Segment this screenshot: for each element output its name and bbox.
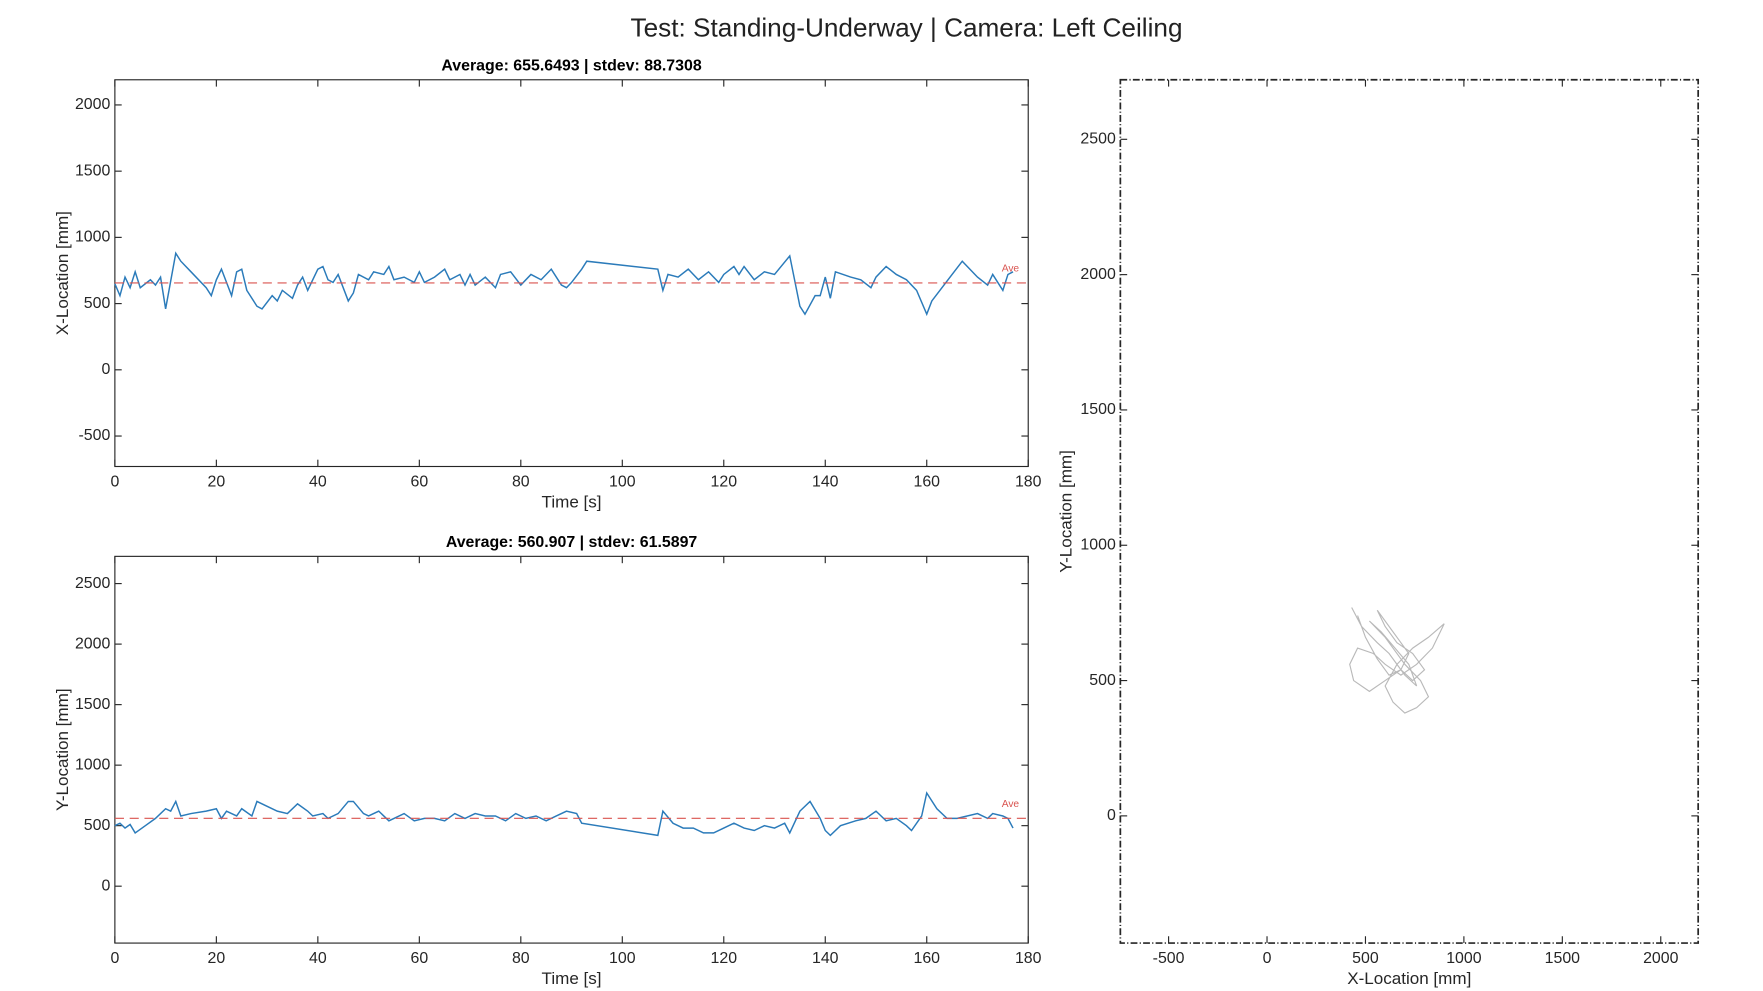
y-tick-label: 2500: [75, 575, 111, 592]
y-tick-label: 1000: [75, 229, 111, 246]
plot-area: [114, 79, 1029, 468]
x-tick-label: 80: [512, 950, 530, 967]
y-tick-label: 2500: [1080, 131, 1116, 148]
x-tick-label: 140: [812, 950, 839, 967]
x-tick-label: 20: [208, 474, 226, 491]
x-tick-label: 1000: [1446, 950, 1482, 967]
average-label: Ave: [1002, 799, 1020, 810]
y-tick-label: -500: [78, 427, 110, 444]
y-tick-label: 500: [84, 817, 111, 834]
x-tick-label: 60: [410, 474, 428, 491]
x-tick-label: 1500: [1545, 950, 1581, 967]
x-tick-label: 0: [110, 950, 119, 967]
x-tick-label: 160: [913, 950, 940, 967]
y-tick-label: 0: [101, 877, 110, 894]
y-axis-label: Y-Location [mm]: [1056, 450, 1075, 573]
x-tick-label: -500: [1153, 950, 1185, 967]
x-tick-label: 40: [309, 474, 327, 491]
plot-area: [1119, 78, 1700, 944]
y-tick-label: 500: [1089, 672, 1116, 689]
y-tick-label: 1000: [75, 756, 111, 773]
y-tick-label: 1000: [1080, 536, 1116, 553]
y-tick-label: 500: [84, 295, 111, 312]
plot-area: [114, 555, 1029, 944]
x-tick-label: 120: [711, 474, 738, 491]
x-tick-label: 100: [609, 474, 636, 491]
x-tick-label: 60: [410, 950, 428, 967]
y-axis-label: X-Location [mm]: [53, 211, 72, 335]
x-tick-label: 180: [1015, 474, 1042, 491]
x-tick-label: 40: [309, 950, 327, 967]
y-tick-label: 2000: [1080, 266, 1116, 283]
y-tick-label: 1500: [75, 162, 111, 179]
subplot-title: Average: 560.907 | stdev: 61.5897: [446, 534, 698, 551]
x-tick-label: 180: [1015, 950, 1042, 967]
x-tick-label: 80: [512, 474, 530, 491]
y-tick-label: 0: [101, 361, 110, 378]
figure-title: Test: Standing-Underway | Camera: Left C…: [631, 13, 1183, 43]
y-tick-label: 0: [1107, 807, 1116, 824]
x-tick-label: 100: [609, 950, 636, 967]
subplot-title: Average: 655.6493 | stdev: 88.7308: [441, 58, 701, 75]
y-tick-label: 1500: [75, 696, 111, 713]
x-tick-label: 160: [913, 474, 940, 491]
data-line: [114, 251, 1014, 317]
y-axis-label: Y-Location [mm]: [53, 688, 72, 811]
y-tick-label: 2000: [75, 96, 111, 113]
x-axis-label: Time [s]: [542, 969, 602, 988]
y-tick-label: 2000: [75, 635, 111, 652]
x-tick-label: 0: [1263, 950, 1272, 967]
y-tick-label: 1500: [1080, 401, 1116, 418]
x-axis-label: X-Location [mm]: [1347, 969, 1471, 988]
average-label: Ave: [1002, 264, 1020, 275]
x-tick-label: 2000: [1643, 950, 1679, 967]
x-tick-label: 140: [812, 474, 839, 491]
x-tick-label: 500: [1352, 950, 1379, 967]
x-tick-label: 20: [208, 950, 226, 967]
x-tick-label: 0: [110, 474, 119, 491]
x-tick-label: 120: [711, 950, 738, 967]
data-line: [1349, 607, 1445, 714]
x-axis-label: Time [s]: [542, 492, 602, 511]
data-line: [114, 791, 1014, 837]
